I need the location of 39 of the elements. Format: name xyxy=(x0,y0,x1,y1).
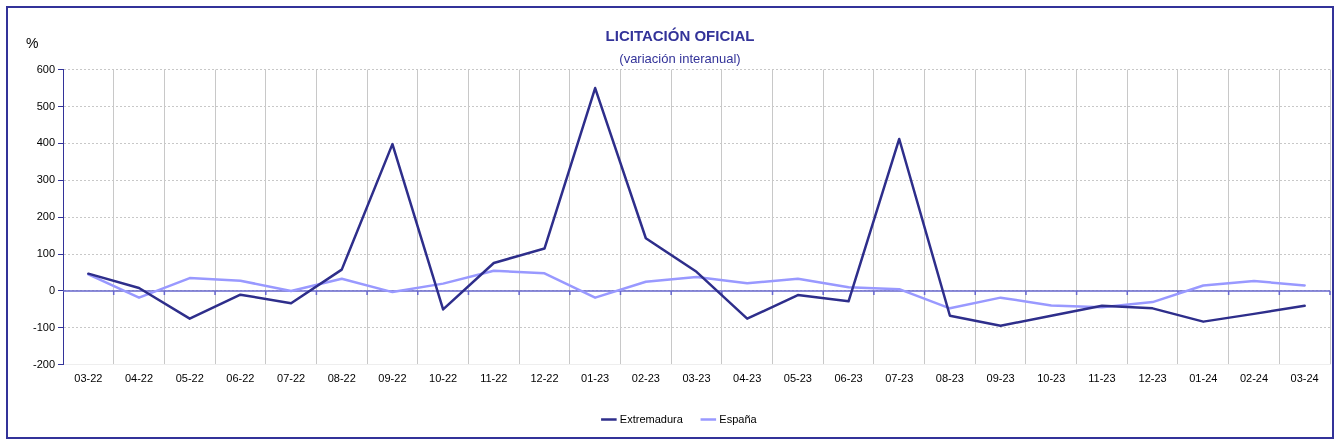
x-tick-label: 01-24 xyxy=(1189,372,1218,385)
legend-label: Extremadura xyxy=(619,412,684,425)
x-tick-label: 11-22 xyxy=(480,372,508,385)
x-tick-label: 04-22 xyxy=(124,372,154,385)
x-tick-label: 10-22 xyxy=(429,372,458,385)
y-tick-label: -100 xyxy=(32,320,56,333)
x-tick-label: 05-22 xyxy=(175,372,204,385)
x-tick-label: 03-23 xyxy=(682,372,711,385)
x-tick-label: 04-23 xyxy=(733,372,762,385)
x-tick-label: 03-22 xyxy=(74,372,103,385)
y-tick-label: 400 xyxy=(36,136,56,149)
x-tick-label: 12-23 xyxy=(1138,372,1167,385)
x-tick-label: 08-23 xyxy=(935,372,964,385)
y-tick-label: 200 xyxy=(36,210,56,223)
x-tick-label: 01-23 xyxy=(581,372,610,385)
x-tick-label: 11-23 xyxy=(1088,372,1116,385)
legend-label: España xyxy=(719,412,758,425)
x-tick-label: 12-22 xyxy=(530,372,559,385)
x-tick-label: 06-22 xyxy=(226,372,255,385)
x-tick-label: 09-23 xyxy=(986,372,1015,385)
x-tick-label: 02-23 xyxy=(631,372,660,385)
y-axis-title: % xyxy=(26,35,39,51)
y-tick-label: 600 xyxy=(36,62,56,75)
x-tick-label: 07-22 xyxy=(277,372,306,385)
x-tick-label: 06-23 xyxy=(834,372,863,385)
x-tick-label: 09-22 xyxy=(378,372,407,385)
x-tick-label: 05-23 xyxy=(783,372,812,385)
x-tick-label: 02-24 xyxy=(1239,372,1269,385)
y-tick-label: -200 xyxy=(32,357,56,370)
y-tick-label: 100 xyxy=(36,247,56,260)
x-tick-label: 08-22 xyxy=(327,372,356,385)
y-tick-label: 500 xyxy=(36,99,56,112)
chart-subtitle: (variación interanual) xyxy=(619,51,741,67)
y-tick-label: 300 xyxy=(36,173,56,186)
y-tick-label: 0 xyxy=(48,284,56,297)
chart-title: LICITACIÓN OFICIAL xyxy=(605,27,755,45)
x-tick-label: 07-23 xyxy=(885,372,914,385)
x-tick-label: 03-24 xyxy=(1290,372,1319,385)
x-tick-label: 10-23 xyxy=(1037,372,1066,385)
